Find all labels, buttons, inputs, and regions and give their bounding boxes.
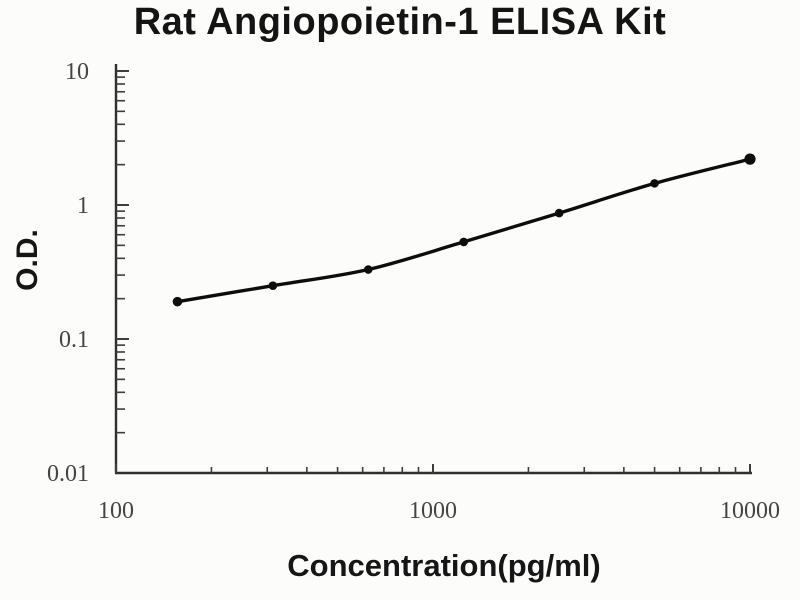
data-point <box>554 208 564 218</box>
x-axis-title: Concentration(pg/ml) <box>287 548 601 583</box>
x-tick-label: 10000 <box>720 498 780 524</box>
data-point-markers <box>172 153 756 307</box>
y-tick-label: 0.1 <box>59 327 89 353</box>
x-ticks <box>115 464 751 473</box>
standard-curve-line <box>175 157 752 304</box>
y-ticks <box>116 70 129 434</box>
y-tick-labels: 10 1 0.1 0.01 <box>47 59 89 487</box>
y-tick-label: 10 <box>65 59 89 85</box>
data-point <box>172 296 183 307</box>
data-point <box>268 281 278 290</box>
data-point <box>650 179 659 188</box>
chart-title: Rat Angiopoietin-1 ELISA Kit <box>133 1 667 43</box>
x-tick-label: 100 <box>98 498 134 524</box>
y-tick-label: 1 <box>77 193 89 219</box>
data-point <box>744 153 756 165</box>
data-point <box>459 237 469 247</box>
x-tick-label: 1000 <box>409 498 457 524</box>
x-tick-labels: 100 1000 10000 <box>98 498 780 524</box>
data-point <box>363 265 373 274</box>
y-tick-label: 0.01 <box>47 461 89 487</box>
